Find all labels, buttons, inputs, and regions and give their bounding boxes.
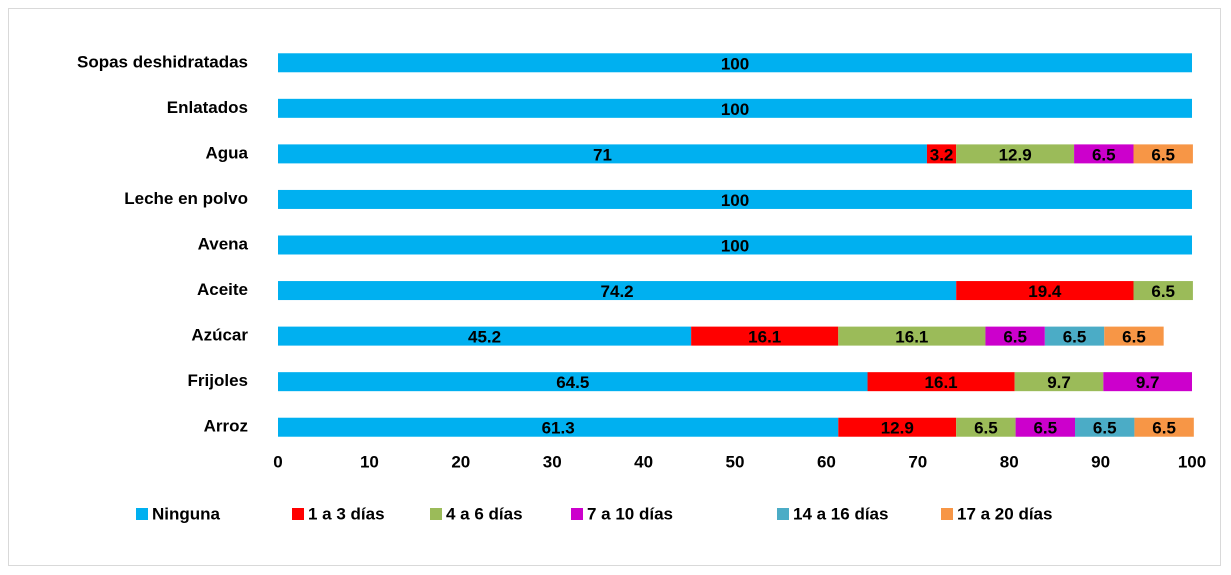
bar-segment	[278, 372, 868, 392]
category-label: Frijoles	[188, 371, 248, 390]
category-label: Azúcar	[191, 326, 248, 345]
bar-segment	[691, 326, 839, 346]
bar-segment	[278, 281, 957, 301]
category-label: Sopas deshidratadas	[77, 52, 248, 71]
bar-segment	[1015, 417, 1076, 437]
category-label: Leche en polvo	[124, 189, 248, 208]
legend-swatch	[136, 508, 148, 520]
bar-segment	[838, 417, 957, 437]
bar-segment	[838, 326, 986, 346]
x-tick-label: 90	[1091, 452, 1110, 471]
bar-segment	[1103, 372, 1192, 392]
data-label: 16.1	[748, 328, 781, 347]
x-tick-label: 80	[1000, 452, 1019, 471]
data-label: 3.2	[930, 145, 954, 164]
legend-swatch	[777, 508, 789, 520]
x-tick-label: 50	[726, 452, 745, 471]
category-label: Arroz	[204, 417, 248, 436]
data-label: 71	[593, 145, 612, 164]
bar-segment	[1134, 417, 1194, 437]
bar-segment	[278, 53, 1192, 73]
data-label: 6.5	[1033, 419, 1057, 438]
data-label: 6.5	[1003, 328, 1027, 347]
bar-segment	[956, 281, 1134, 301]
x-tick-label: 20	[451, 452, 470, 471]
data-label: 9.7	[1136, 373, 1160, 392]
data-label: 6.5	[1122, 328, 1146, 347]
data-label: 100	[721, 54, 749, 73]
legend-label: 14 a 16 días	[793, 504, 888, 523]
data-label: 61.3	[542, 419, 575, 438]
data-label: 19.4	[1028, 282, 1062, 301]
x-tick-label: 70	[908, 452, 927, 471]
legend-swatch	[571, 508, 583, 520]
bar-segment	[1133, 281, 1193, 301]
x-tick-label: 0	[273, 452, 282, 471]
legend-label: 4 a 6 días	[446, 504, 523, 523]
x-tick-label: 40	[634, 452, 653, 471]
data-label: 64.5	[556, 373, 589, 392]
data-label: 6.5	[1152, 419, 1176, 438]
data-label: 6.5	[974, 419, 998, 438]
data-label: 45.2	[468, 328, 501, 347]
data-label: 6.5	[1151, 282, 1175, 301]
x-tick-label: 60	[817, 452, 836, 471]
bar-segment	[278, 235, 1192, 255]
category-label: Enlatados	[167, 98, 248, 117]
bar-segment	[1075, 417, 1135, 437]
x-tick-label: 30	[543, 452, 562, 471]
category-label: Aceite	[197, 280, 248, 299]
bar-segment	[926, 144, 957, 164]
legend-label: 7 a 10 días	[587, 504, 673, 523]
data-label: 100	[721, 100, 749, 119]
data-label: 6.5	[1151, 145, 1175, 164]
bar-segment	[278, 189, 1192, 209]
bar-segment	[278, 417, 839, 437]
bar-segment	[867, 372, 1015, 392]
bar-segment	[956, 417, 1016, 437]
bar-segment	[278, 144, 927, 164]
bar-segment	[1133, 144, 1193, 164]
data-label: 16.1	[925, 373, 958, 392]
bar-segment	[1014, 372, 1104, 392]
legend-label: 17 a 20 días	[957, 504, 1052, 523]
x-tick-label: 100	[1178, 452, 1206, 471]
bar-segment	[1074, 144, 1134, 164]
x-tick-label: 10	[360, 452, 379, 471]
bar-segment	[1104, 326, 1164, 346]
category-label: Agua	[206, 143, 249, 162]
data-label: 100	[721, 236, 749, 255]
data-label: 16.1	[895, 328, 928, 347]
bar-segment	[278, 326, 692, 346]
data-label: 12.9	[881, 419, 914, 438]
category-label: Avena	[198, 234, 249, 253]
bar-segment	[985, 326, 1045, 346]
bar-segment	[956, 144, 1075, 164]
bar-segment	[1044, 326, 1105, 346]
data-label: 100	[721, 191, 749, 210]
data-label: 6.5	[1093, 419, 1117, 438]
data-label: 74.2	[601, 282, 634, 301]
data-label: 6.5	[1092, 145, 1116, 164]
data-label: 6.5	[1063, 328, 1087, 347]
legend-label: Ninguna	[152, 504, 221, 523]
data-label: 12.9	[999, 145, 1032, 164]
legend-swatch	[941, 508, 953, 520]
data-label: 9.7	[1047, 373, 1071, 392]
legend-label: 1 a 3 días	[308, 504, 385, 523]
bar-segment	[278, 98, 1192, 118]
legend-swatch	[430, 508, 442, 520]
legend-swatch	[292, 508, 304, 520]
